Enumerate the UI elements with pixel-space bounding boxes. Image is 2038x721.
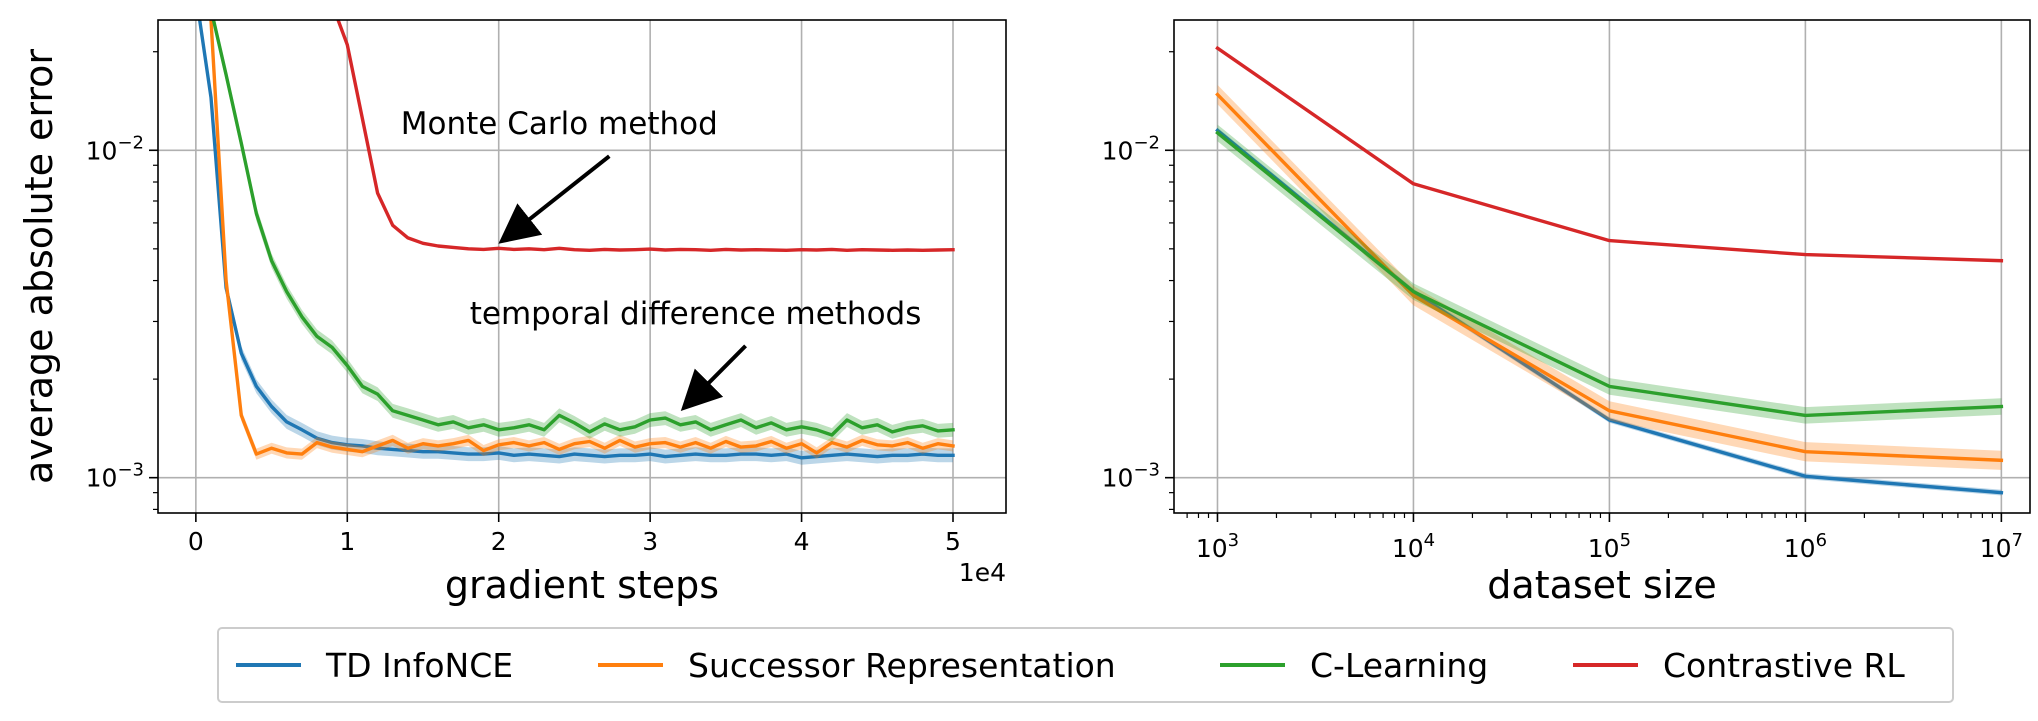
legend-box	[217, 627, 1954, 703]
legend: TD InfoNCE Successor Representation C-Lear…	[217, 627, 1954, 703]
x-axis: 0 1 2 3 4 5	[188, 513, 961, 556]
x-minor-ticks	[1186, 513, 1993, 518]
x-tick-label: 3	[642, 527, 658, 556]
x-tick-label: 103	[1196, 530, 1239, 563]
x-tick-label: 104	[1392, 530, 1435, 563]
x-tick-label: 107	[1980, 530, 2023, 563]
series-c-learning	[1215, 124, 2004, 424]
axes-frame	[1173, 19, 2031, 514]
legend-item-td-infonce: TD InfoNCE	[236, 646, 513, 685]
annotation: temporal difference methods	[470, 296, 922, 412]
y-minor-ticks	[153, 51, 158, 511]
series-line-td-infonce	[197, 20, 955, 460]
annotation-arrow	[680, 344, 747, 412]
annotation-text: temporal difference methods	[470, 296, 922, 332]
series-line-c-learning	[1215, 130, 2004, 418]
left-chart-panel: 0 1 2 3 4 5 10−3 10−2 gradient steps average abso…	[17, 19, 1007, 607]
series-band-c-learning	[211, 20, 953, 442]
y-tick-label: 10−3	[1102, 460, 1160, 493]
x-tick-label: 106	[1784, 530, 1827, 563]
right-chart-panel: 103 104 105 106 107 10−3 10−2 dataset size	[1102, 19, 2031, 607]
legend-item-c-learning: C-Learning	[1220, 646, 1488, 685]
x-axis-offset-label: 1e4	[959, 558, 1006, 587]
legend-label: Contrastive RL	[1663, 646, 1905, 685]
legend-label: TD InfoNCE	[325, 646, 513, 685]
y-axis: 10−3 10−2	[86, 132, 158, 493]
x-axis-title: dataset size	[1487, 563, 1716, 607]
x-axis: 103 104 105 106 107	[1196, 513, 2023, 563]
annotation-arrow	[498, 154, 611, 244]
series-c-learning	[211, 20, 955, 442]
x-axis-title: gradient steps	[445, 563, 719, 607]
series-line-successor-representation	[209, 20, 955, 456]
x-tick-label: 0	[188, 527, 204, 556]
legend-item-contrastive-rl: Contrastive RL	[1573, 646, 1905, 685]
series-band-td-infonce	[1217, 127, 2002, 496]
y-tick-label: 10−2	[86, 132, 144, 165]
plot-area	[197, 20, 955, 465]
plot-area	[1215, 45, 2004, 496]
legend-label: C-Learning	[1310, 646, 1488, 685]
series-td-infonce	[197, 20, 955, 465]
x-tick-label: 4	[794, 527, 810, 556]
y-tick-label: 10−3	[86, 460, 144, 493]
annotation: Monte Carlo method	[401, 106, 718, 244]
y-minor-ticks	[1169, 51, 1174, 511]
series-line-contrastive-rl	[336, 20, 955, 253]
grid	[1174, 20, 2030, 513]
series-band-td-infonce	[198, 20, 953, 465]
series-band-successor-representation	[211, 20, 953, 460]
y-tick-label: 10−2	[1102, 132, 1160, 165]
series-successor-representation	[1215, 84, 2004, 470]
series-contrastive-rl	[336, 20, 955, 253]
y-axis-title: average absolute error	[17, 49, 61, 484]
legend-label: Successor Representation	[688, 646, 1116, 685]
series-successor-representation	[209, 20, 955, 460]
x-tick-label: 1	[339, 527, 355, 556]
y-axis: 10−3 10−2	[1102, 132, 1174, 493]
grid	[158, 20, 1006, 513]
x-tick-label: 105	[1588, 530, 1631, 563]
x-tick-label: 2	[491, 527, 507, 556]
series-line-contrastive-rl	[1215, 45, 2004, 263]
series-line-successor-representation	[1215, 92, 2004, 463]
series-line-c-learning	[211, 20, 955, 437]
axes-frame	[157, 19, 1007, 514]
annotation-text: Monte Carlo method	[401, 106, 718, 142]
legend-item-successor-representation: Successor Representation	[598, 646, 1116, 685]
series-contrastive-rl	[1215, 45, 2004, 263]
x-tick-label: 5	[945, 527, 961, 556]
